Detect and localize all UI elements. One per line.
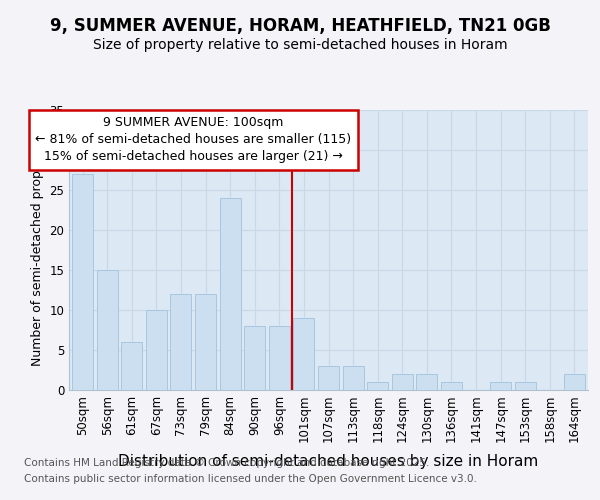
Bar	[318, 366, 339, 390]
Bar	[367, 382, 388, 390]
Text: Size of property relative to semi-detached houses in Horam: Size of property relative to semi-detach…	[92, 38, 508, 52]
Bar	[72, 174, 93, 390]
Bar	[244, 326, 265, 390]
Bar	[343, 366, 364, 390]
Bar	[564, 374, 585, 390]
Bar	[416, 374, 437, 390]
Text: 9, SUMMER AVENUE, HORAM, HEATHFIELD, TN21 0GB: 9, SUMMER AVENUE, HORAM, HEATHFIELD, TN2…	[50, 18, 550, 36]
Bar	[146, 310, 167, 390]
Bar	[490, 382, 511, 390]
Bar	[220, 198, 241, 390]
Bar	[515, 382, 536, 390]
Bar	[441, 382, 462, 390]
Bar	[293, 318, 314, 390]
Bar	[121, 342, 142, 390]
Bar	[170, 294, 191, 390]
Bar	[97, 270, 118, 390]
Bar	[392, 374, 413, 390]
Text: Contains HM Land Registry data © Crown copyright and database right 2025.: Contains HM Land Registry data © Crown c…	[24, 458, 430, 468]
X-axis label: Distribution of semi-detached houses by size in Horam: Distribution of semi-detached houses by …	[118, 454, 539, 468]
Y-axis label: Number of semi-detached properties: Number of semi-detached properties	[31, 134, 44, 366]
Bar	[195, 294, 216, 390]
Bar	[269, 326, 290, 390]
Text: Contains public sector information licensed under the Open Government Licence v3: Contains public sector information licen…	[24, 474, 477, 484]
Text: 9 SUMMER AVENUE: 100sqm
← 81% of semi-detached houses are smaller (115)
15% of s: 9 SUMMER AVENUE: 100sqm ← 81% of semi-de…	[35, 116, 351, 164]
